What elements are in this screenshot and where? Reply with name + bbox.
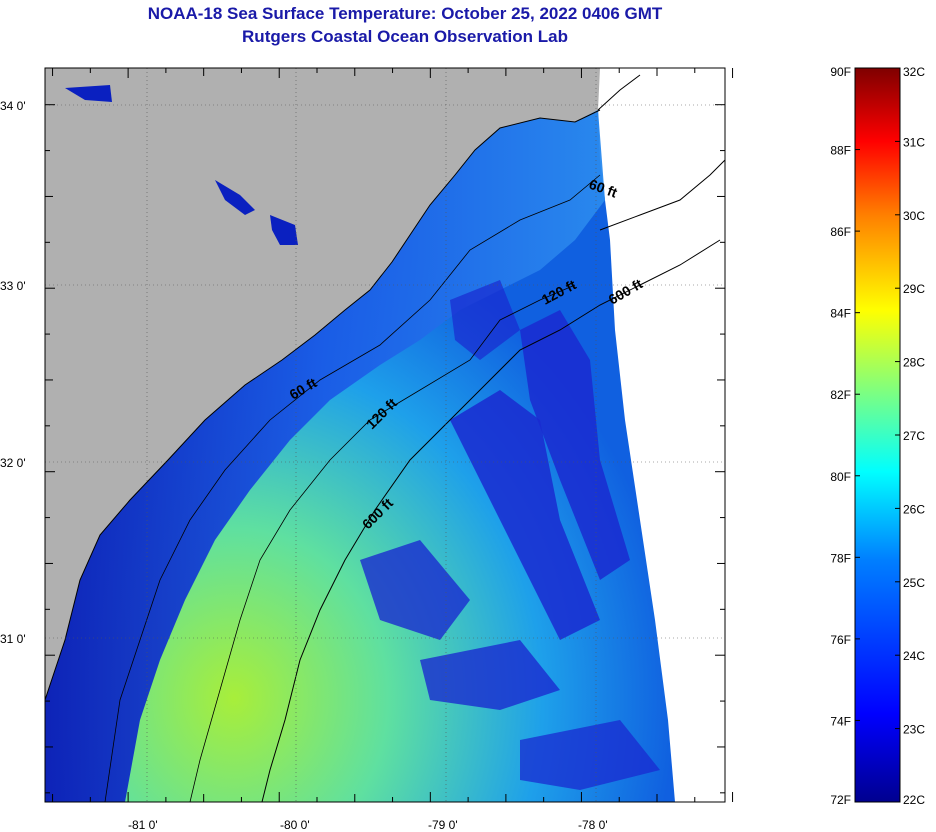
offshore-cool-streak bbox=[520, 310, 630, 580]
lon-tick-label: -78 0' bbox=[578, 818, 608, 832]
offshore-cool-streak bbox=[520, 720, 660, 790]
colorbar-f-label: 90F bbox=[830, 65, 851, 79]
isobath-600ft bbox=[261, 239, 721, 802]
colorbar-c-label: 26C bbox=[903, 502, 925, 516]
colorbar-c-label: 30C bbox=[903, 209, 925, 223]
lon-tick-label: -79 0' bbox=[428, 818, 458, 832]
coastline bbox=[45, 109, 601, 701]
colorbar-c-label: 27C bbox=[903, 429, 925, 443]
lon-tick-label: -81 0' bbox=[128, 818, 158, 832]
colorbar-celsius-labels: 32C 31C 30C 29C 28C 27C 26C 25C 24C 23C 22C bbox=[895, 65, 925, 807]
map-subtitle: Rutgers Coastal Ocean Observation Lab bbox=[242, 27, 568, 46]
colorbar-f-label: 86F bbox=[830, 225, 851, 239]
inland-lake bbox=[65, 85, 112, 102]
colorbar-c-label: 31C bbox=[903, 135, 925, 149]
colorbar-c-label: 25C bbox=[903, 576, 925, 590]
lat-tick-label: 34 0' bbox=[0, 99, 26, 113]
colorbar-f-label: 78F bbox=[830, 551, 851, 565]
nearshore-cool-water bbox=[45, 110, 605, 802]
ocean-swath bbox=[45, 110, 675, 802]
isobath-60ft bbox=[104, 174, 601, 802]
outer-banks-coast bbox=[597, 74, 725, 231]
colorbar-f-label: 82F bbox=[830, 388, 851, 402]
offshore-cool-streak bbox=[420, 640, 560, 710]
offshore-cool-streak bbox=[360, 540, 470, 640]
colorbar-f-label: 88F bbox=[830, 144, 851, 158]
colorbar-c-label: 28C bbox=[903, 356, 925, 370]
lon-tick-label: -80 0' bbox=[280, 818, 310, 832]
colorbar-c-label: 29C bbox=[903, 282, 925, 296]
offshore-cool-streak bbox=[450, 280, 520, 360]
inland-lake bbox=[270, 215, 298, 245]
colorbar-c-label: 23C bbox=[903, 723, 925, 737]
colorbar-f-label: 74F bbox=[830, 714, 851, 728]
colorbar-f-label: 80F bbox=[830, 470, 851, 484]
inland-lake bbox=[215, 180, 255, 215]
colorbar-f-label: 76F bbox=[830, 633, 851, 647]
colorbar-fahrenheit-labels: 90F 88F 86F 84F 82F 80F 78F 76F 74F 72F bbox=[830, 65, 860, 807]
offshore-cool-streak bbox=[450, 390, 600, 640]
colorbar-c-label: 22C bbox=[903, 793, 925, 807]
isobath-120ft bbox=[189, 284, 576, 802]
map-title: NOAA-18 Sea Surface Temperature: October… bbox=[147, 4, 663, 23]
map-frame bbox=[44, 67, 726, 803]
lat-tick-label: 32 0' bbox=[0, 456, 26, 470]
colorbar-c-label: 24C bbox=[903, 649, 925, 663]
land-mass bbox=[45, 68, 600, 700]
colorbar-c-label: 32C bbox=[903, 65, 925, 79]
axis-ticks bbox=[45, 68, 734, 802]
colorbar-f-label: 72F bbox=[830, 793, 851, 807]
lat-tick-label: 31 0' bbox=[0, 632, 26, 646]
map-area: 60 ft 120 ft 600 ft 60 ft 120 ft 600 ft bbox=[45, 68, 725, 802]
lat-tick-label: 33 0' bbox=[0, 279, 26, 293]
lat-lon-grid bbox=[45, 68, 725, 802]
colorbar bbox=[854, 67, 901, 803]
colorbar-f-label: 84F bbox=[830, 307, 851, 321]
